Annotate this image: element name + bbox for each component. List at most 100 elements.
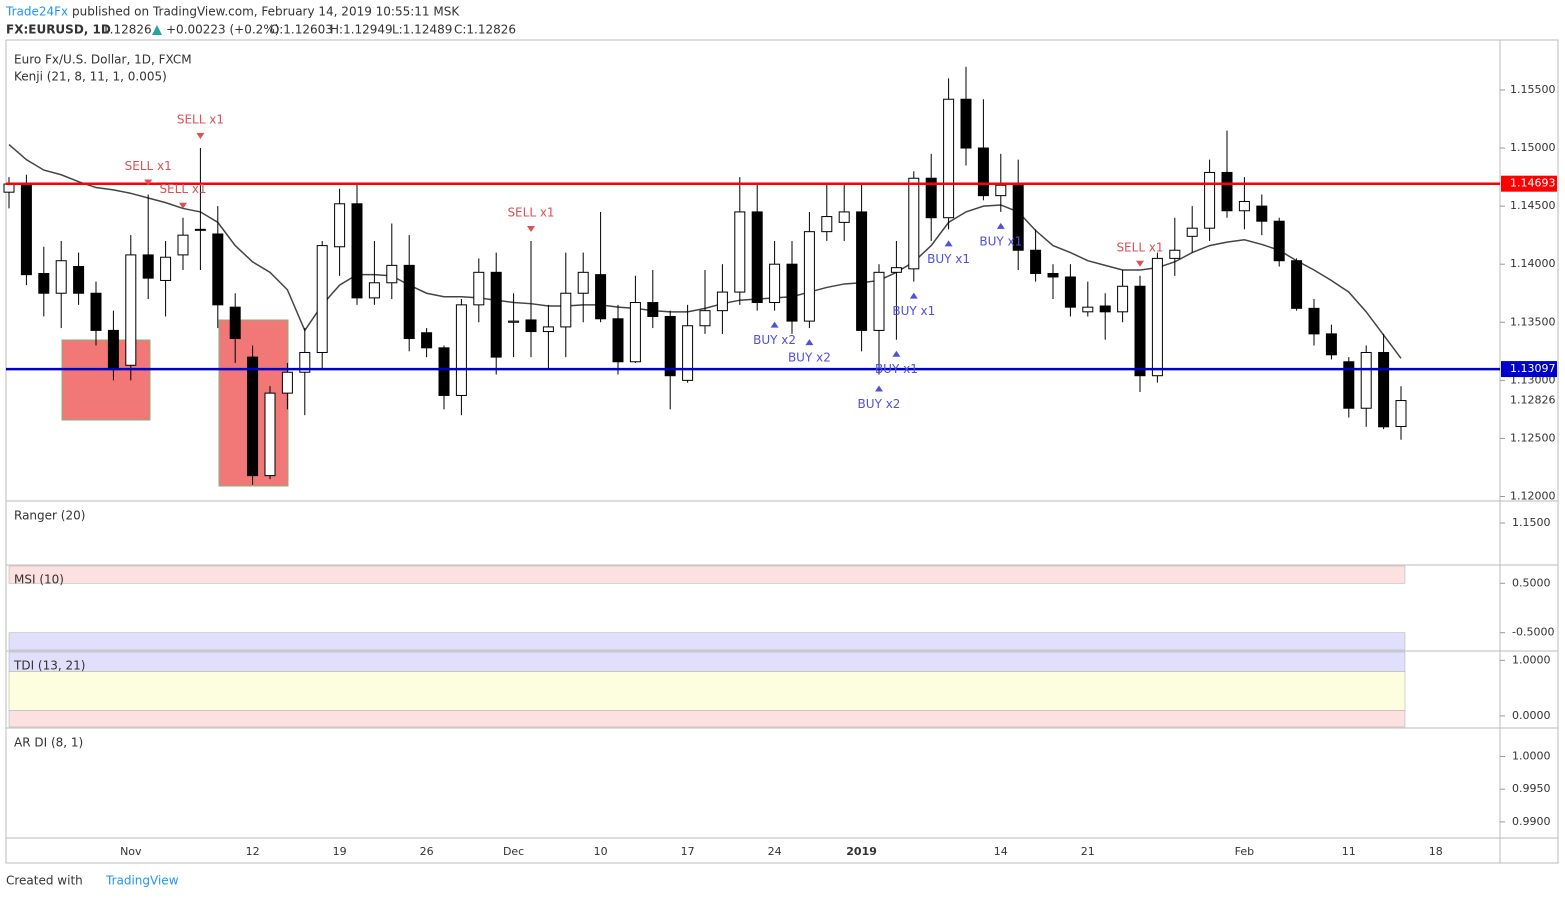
y-tick-label: 1.14500 <box>1510 199 1556 212</box>
candle-body <box>55 260 67 294</box>
candle-body <box>1169 249 1181 259</box>
frame <box>5 39 1559 864</box>
x-tick-label: 19 <box>333 845 347 858</box>
candle-body <box>890 267 902 273</box>
x-tick-label: Dec <box>503 845 524 858</box>
panel-tick-label: 1.0000 <box>1512 653 1551 666</box>
signal-arrow <box>892 350 901 357</box>
signal-label: SELL x1 <box>507 205 554 219</box>
candle-body <box>629 302 641 363</box>
level-label: 1.13097 <box>1510 362 1556 375</box>
x-tick-label: 10 <box>594 845 608 858</box>
candle-body <box>1256 205 1268 222</box>
signal-label: BUY x1 <box>979 234 1022 248</box>
signal-arrow <box>875 385 883 392</box>
signal-arrow <box>996 222 1005 229</box>
candle-body <box>856 211 868 331</box>
candle-body <box>264 392 276 477</box>
panel-tick-label: 1.0000 <box>1512 749 1551 762</box>
signal-label: BUY x1 <box>875 362 918 376</box>
candle-body <box>1064 276 1076 308</box>
indicator-title: Kenji (21, 8, 11, 1, 0.005) <box>14 70 167 84</box>
candle-body <box>1204 171 1216 229</box>
x-tick-label: 21 <box>1081 845 1095 858</box>
panel-title: Ranger (20) <box>14 509 85 523</box>
signal-arrow <box>805 339 814 346</box>
low: L:1.12489 <box>392 23 452 37</box>
x-tick-label: 18 <box>1429 845 1443 858</box>
candle-body <box>212 233 224 306</box>
panel-tick-label: 0.9950 <box>1512 782 1551 795</box>
signal-arrow <box>944 240 953 247</box>
x-tick-label: 12 <box>246 845 260 858</box>
candle-body <box>368 282 380 299</box>
y-tick-label: 1.14000 <box>1510 257 1556 270</box>
candle-body <box>612 318 624 363</box>
high: H:1.12949 <box>330 23 393 37</box>
candle-body <box>977 147 989 197</box>
candle-body <box>560 292 572 328</box>
candle-body <box>316 245 328 353</box>
candle-body <box>873 271 885 331</box>
signal-label: BUY x2 <box>788 351 831 365</box>
candle-body <box>769 263 781 304</box>
panel-title: TDI (13, 21) <box>13 659 85 673</box>
x-tick-label: Nov <box>120 845 142 858</box>
candle-body <box>1047 272 1059 278</box>
last: 1.12826 <box>102 23 152 37</box>
panel-tick-label: 1.1500 <box>1512 516 1551 529</box>
level-label: 1.14693 <box>1510 177 1556 190</box>
author[interactable]: Trade24Fx <box>5 5 68 19</box>
panel-band <box>8 671 1406 711</box>
candle-body <box>490 271 502 358</box>
panel-band <box>8 632 1406 651</box>
candle-body <box>334 203 346 248</box>
candle-body <box>281 371 293 394</box>
panel-tick-label: 0.9900 <box>1512 815 1551 828</box>
signal-arrow <box>144 179 153 186</box>
x-tick-label: 2019 <box>846 845 877 858</box>
candle-body <box>1221 171 1233 212</box>
candle-body <box>1082 306 1094 313</box>
signal-label: SELL x1 <box>159 182 206 196</box>
level-label-bg <box>1501 361 1557 378</box>
candle-body <box>647 302 659 317</box>
x-tick-label: 24 <box>768 845 782 858</box>
panel-tick-label: 0.5000 <box>1512 576 1551 589</box>
candle-body <box>786 263 798 322</box>
candle-body <box>247 356 259 477</box>
footer-brand[interactable]: TradingView <box>105 874 179 888</box>
candle-body <box>908 177 920 270</box>
candle-body <box>438 347 450 396</box>
signal-label: SELL x1 <box>1116 240 1163 254</box>
y-tick-label: 1.13500 <box>1510 315 1556 328</box>
candle-body <box>1238 200 1250 212</box>
signal-label: BUY x1 <box>927 252 970 266</box>
candle-body <box>838 211 850 223</box>
symbol: FX:EURUSD, 1D <box>6 23 111 37</box>
candle-body <box>577 271 589 294</box>
candle-body <box>1186 227 1198 237</box>
candle-body <box>542 326 554 333</box>
x-tick-label: 17 <box>681 845 695 858</box>
close: C:1.12826 <box>454 23 516 37</box>
x-tick-label: Feb <box>1235 845 1254 858</box>
signal-arrow <box>1136 260 1144 267</box>
candle-body <box>1308 307 1320 335</box>
candle-body <box>734 211 746 293</box>
last-price-label: 1.12826 <box>1510 394 1556 407</box>
candle-body <box>751 211 763 304</box>
candle-body <box>160 256 172 281</box>
candle-body <box>73 266 85 294</box>
signal-arrow <box>196 133 205 140</box>
y-tick-label: 1.12000 <box>1510 490 1556 503</box>
chart-title: Euro Fx/U.S. Dollar, 1D, FXCM <box>14 53 192 67</box>
candle-body <box>995 184 1007 197</box>
candle-body <box>1360 351 1372 409</box>
open: O:1.12603 <box>270 23 333 37</box>
panel-tick-label: 0.0000 <box>1512 709 1551 722</box>
candle-body <box>386 264 398 284</box>
candle-body <box>960 98 972 149</box>
candle-body <box>229 306 241 340</box>
y-tick-label: 1.15500 <box>1510 83 1556 96</box>
